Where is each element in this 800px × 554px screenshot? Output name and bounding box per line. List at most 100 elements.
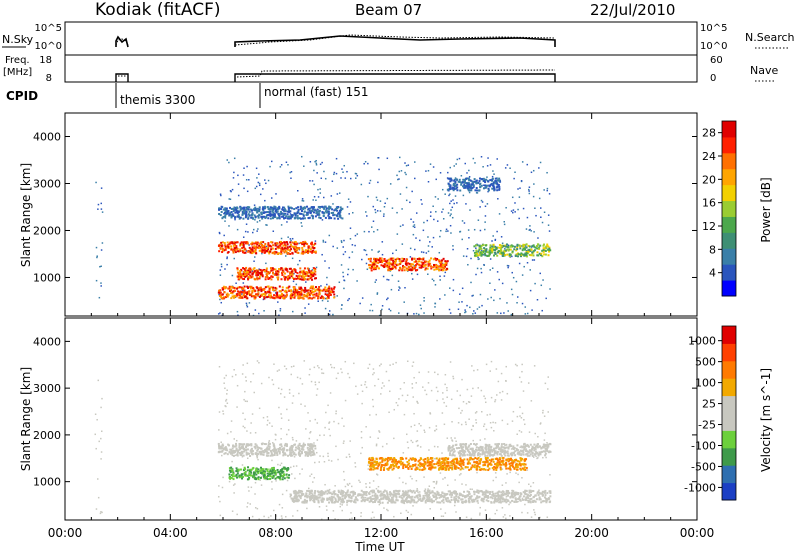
data-cell — [511, 255, 513, 258]
data-cell — [409, 457, 412, 460]
data-cell — [231, 450, 234, 453]
data-cell — [256, 243, 259, 246]
data-cell — [505, 482, 507, 484]
data-cell — [257, 181, 260, 184]
data-cell — [349, 201, 352, 203]
data-cell — [365, 483, 367, 485]
data-cell — [283, 206, 286, 209]
data-cell — [402, 265, 405, 268]
data-cell — [491, 187, 494, 190]
data-cell — [351, 251, 354, 253]
data-cell — [408, 459, 411, 462]
data-cell — [302, 269, 305, 272]
data-cell — [465, 402, 468, 405]
data-cell — [503, 223, 506, 226]
data-cell — [498, 185, 501, 188]
data-cell — [255, 245, 258, 248]
data-cell — [281, 474, 284, 477]
data-cell — [488, 467, 491, 470]
data-cell — [248, 267, 251, 270]
data-cell — [538, 197, 541, 200]
data-cell — [483, 468, 486, 471]
data-cell — [322, 214, 325, 217]
data-cell — [449, 202, 451, 205]
data-cell — [266, 224, 268, 226]
data-cell — [322, 239, 325, 242]
data-cell — [369, 464, 372, 467]
data-cell — [389, 257, 392, 260]
data-cell — [343, 164, 346, 167]
data-cell — [523, 462, 526, 465]
data-cell — [487, 298, 489, 300]
data-cell — [289, 295, 292, 298]
data-cell — [231, 375, 234, 378]
data-cell — [434, 196, 437, 198]
data-cell — [372, 468, 375, 471]
data-cell — [252, 476, 255, 479]
data-cell — [405, 264, 408, 267]
data-cell — [484, 461, 487, 464]
data-cell — [416, 430, 419, 432]
data-cell — [243, 285, 246, 288]
data-cell — [262, 288, 265, 291]
data-cell — [258, 287, 261, 290]
data-cell — [263, 296, 266, 299]
data-cell — [478, 306, 481, 308]
data-cell — [455, 460, 458, 463]
data-cell — [526, 499, 529, 502]
data-cell — [274, 286, 277, 289]
data-cell — [476, 244, 479, 247]
data-cell — [487, 463, 490, 466]
data-cell — [250, 293, 253, 296]
data-cell — [260, 272, 263, 275]
data-cell — [461, 181, 464, 184]
data-cell — [472, 387, 474, 390]
data-cell — [313, 250, 316, 253]
data-cell — [278, 213, 281, 216]
data-cell — [507, 460, 510, 463]
data-cell — [309, 207, 312, 210]
data-cell — [376, 473, 378, 475]
data-cell — [248, 470, 251, 473]
data-cell — [482, 177, 485, 180]
data-cell — [254, 219, 256, 221]
data-cell — [441, 266, 444, 269]
data-cell — [426, 461, 429, 464]
data-cell — [472, 182, 475, 185]
data-cell — [245, 451, 248, 454]
data-cell — [506, 454, 509, 457]
data-cell — [296, 217, 299, 220]
data-cell — [320, 518, 323, 521]
data-cell — [284, 209, 287, 212]
data-cell — [507, 467, 510, 470]
data-cell — [291, 402, 294, 404]
data-cell — [401, 257, 404, 260]
date-label: 22/Jul/2010 — [590, 1, 675, 19]
data-cell — [280, 417, 283, 419]
data-cell — [332, 510, 335, 512]
data-cell — [277, 387, 280, 390]
data-cell — [488, 252, 491, 255]
data-cell — [230, 190, 232, 193]
data-cell — [503, 312, 505, 314]
data-cell — [95, 279, 98, 282]
data-cell — [330, 460, 333, 462]
data-cell — [221, 486, 224, 489]
data-cell — [495, 457, 498, 460]
data-cell — [269, 206, 272, 209]
data-cell — [400, 512, 402, 515]
data-cell — [512, 410, 515, 413]
data-cell — [495, 464, 498, 467]
data-cell — [232, 472, 235, 475]
data-cell — [435, 268, 438, 271]
data-cell — [512, 209, 515, 211]
data-cell — [542, 250, 545, 253]
data-cell — [476, 252, 479, 255]
data-cell — [547, 248, 550, 251]
data-cell — [382, 259, 385, 262]
data-cell — [317, 288, 320, 291]
data-cell — [492, 421, 494, 424]
data-cell — [417, 260, 420, 263]
data-cell — [392, 252, 394, 255]
data-cell — [312, 206, 315, 209]
